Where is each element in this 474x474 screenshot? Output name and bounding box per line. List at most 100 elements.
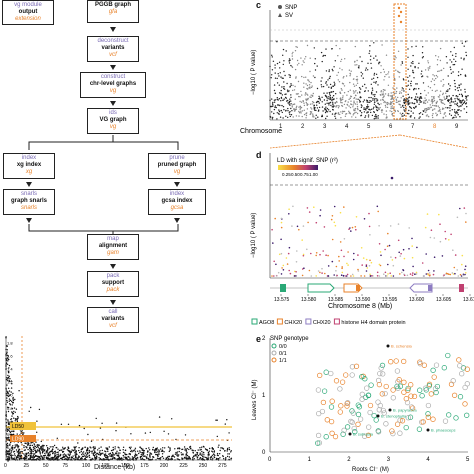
pair-point — [12, 449, 14, 451]
sample-point — [419, 393, 425, 399]
snp-point — [417, 67, 419, 69]
snp-point — [443, 67, 445, 70]
snp-point — [314, 76, 316, 79]
snp-point — [404, 110, 406, 112]
chloride-points — [315, 352, 470, 446]
snp-point — [433, 75, 436, 77]
snp-point — [420, 97, 423, 99]
pair-point — [78, 449, 80, 452]
pair-point — [192, 451, 194, 454]
pair-point — [167, 446, 170, 448]
pair-point — [48, 454, 50, 456]
pair-point — [216, 419, 218, 421]
snp-point — [281, 94, 284, 96]
node-prune[interactable]: prune pruned graph vg — [148, 153, 206, 179]
ld50-tag: LD50 — [12, 424, 24, 430]
snp-point — [386, 106, 389, 109]
pair-point — [161, 453, 164, 455]
node-index-gcsa[interactable]: index gcsa index gcsa — [148, 189, 206, 215]
snp-point — [417, 96, 419, 98]
snp-point — [343, 92, 346, 94]
snp-point — [440, 102, 443, 104]
snp-point — [337, 105, 339, 107]
chromosome-tick-label: 1 — [279, 124, 283, 130]
node-call[interactable]: call variants vcf — [87, 307, 139, 333]
regional-point — [392, 264, 395, 267]
pair-point — [13, 447, 15, 449]
snp-point — [444, 112, 446, 114]
sample-point — [344, 400, 350, 407]
snp-point — [371, 78, 373, 80]
pair-point — [12, 399, 15, 402]
pair-point — [39, 446, 42, 448]
pair-point — [29, 445, 31, 447]
regional-point — [280, 273, 283, 275]
regional-point — [306, 248, 308, 251]
b-ytick-label: 1.0 — [7, 393, 13, 398]
chr8-highlight — [393, 3, 407, 120]
node-ids[interactable]: ids VG graph vg — [87, 108, 139, 134]
pair-point — [68, 457, 70, 459]
sample-point — [379, 391, 385, 397]
node-pack[interactable]: pack support pack — [87, 271, 139, 297]
snp-point — [278, 113, 280, 116]
snp-point — [450, 114, 453, 117]
regional-point — [351, 273, 354, 276]
node-snarls[interactable]: snarls graph snarls snarls — [3, 189, 55, 215]
pair-point — [110, 458, 112, 460]
pair-point — [68, 450, 70, 452]
snp-point — [328, 86, 330, 88]
snp-point — [363, 99, 366, 101]
node-construct[interactable]: construct chr-level graphs vg — [80, 72, 146, 98]
pair-point — [134, 449, 136, 451]
snp-point — [310, 81, 312, 84]
snp-point — [300, 112, 302, 114]
sample-point — [404, 399, 411, 406]
pair-point — [50, 450, 52, 453]
b-ytick-label: 1.8 — [7, 341, 13, 346]
pair-point — [92, 454, 95, 456]
node-map[interactable]: map alignment gam — [87, 234, 139, 260]
snp-point — [331, 113, 334, 115]
pair-point — [6, 451, 8, 453]
snp-point — [373, 111, 375, 114]
sample-point — [328, 404, 335, 410]
sample-point — [366, 424, 372, 430]
snp-point — [355, 116, 357, 119]
node-deconstruct[interactable]: deconstruct variants vcf — [87, 36, 139, 62]
pair-point — [19, 452, 21, 454]
regional-point — [391, 259, 394, 261]
regional-point — [355, 228, 357, 231]
pair-point — [6, 428, 9, 431]
pair-point — [102, 452, 104, 454]
pair-point — [7, 387, 10, 389]
regional-point — [430, 229, 433, 231]
pair-point — [57, 456, 60, 458]
snp-point — [466, 99, 468, 101]
snp-point — [382, 68, 385, 71]
snp-point — [375, 81, 377, 83]
snp-point — [370, 62, 372, 65]
snp-point — [390, 101, 392, 103]
regional-point — [403, 274, 406, 277]
snp-point — [290, 83, 292, 85]
regional-point — [368, 212, 370, 215]
snp-point — [400, 106, 402, 109]
e-xtick-label: 5 — [466, 457, 470, 463]
snp-point — [463, 59, 465, 61]
snp-point — [305, 117, 307, 119]
pair-point — [94, 458, 97, 460]
pair-point — [84, 446, 86, 449]
pair-point — [60, 458, 63, 460]
snp-point — [462, 99, 464, 101]
sample-point — [453, 415, 459, 421]
node-pggb[interactable]: PGGB graph gfa — [87, 0, 139, 23]
regional-point — [353, 252, 355, 255]
pair-point — [200, 448, 202, 451]
snp-point — [454, 103, 456, 105]
snp-point — [312, 75, 315, 77]
regional-point — [302, 253, 305, 256]
snp-point — [281, 104, 283, 107]
snp-point — [445, 56, 448, 58]
node-index[interactable]: index xg index xg — [3, 153, 55, 179]
